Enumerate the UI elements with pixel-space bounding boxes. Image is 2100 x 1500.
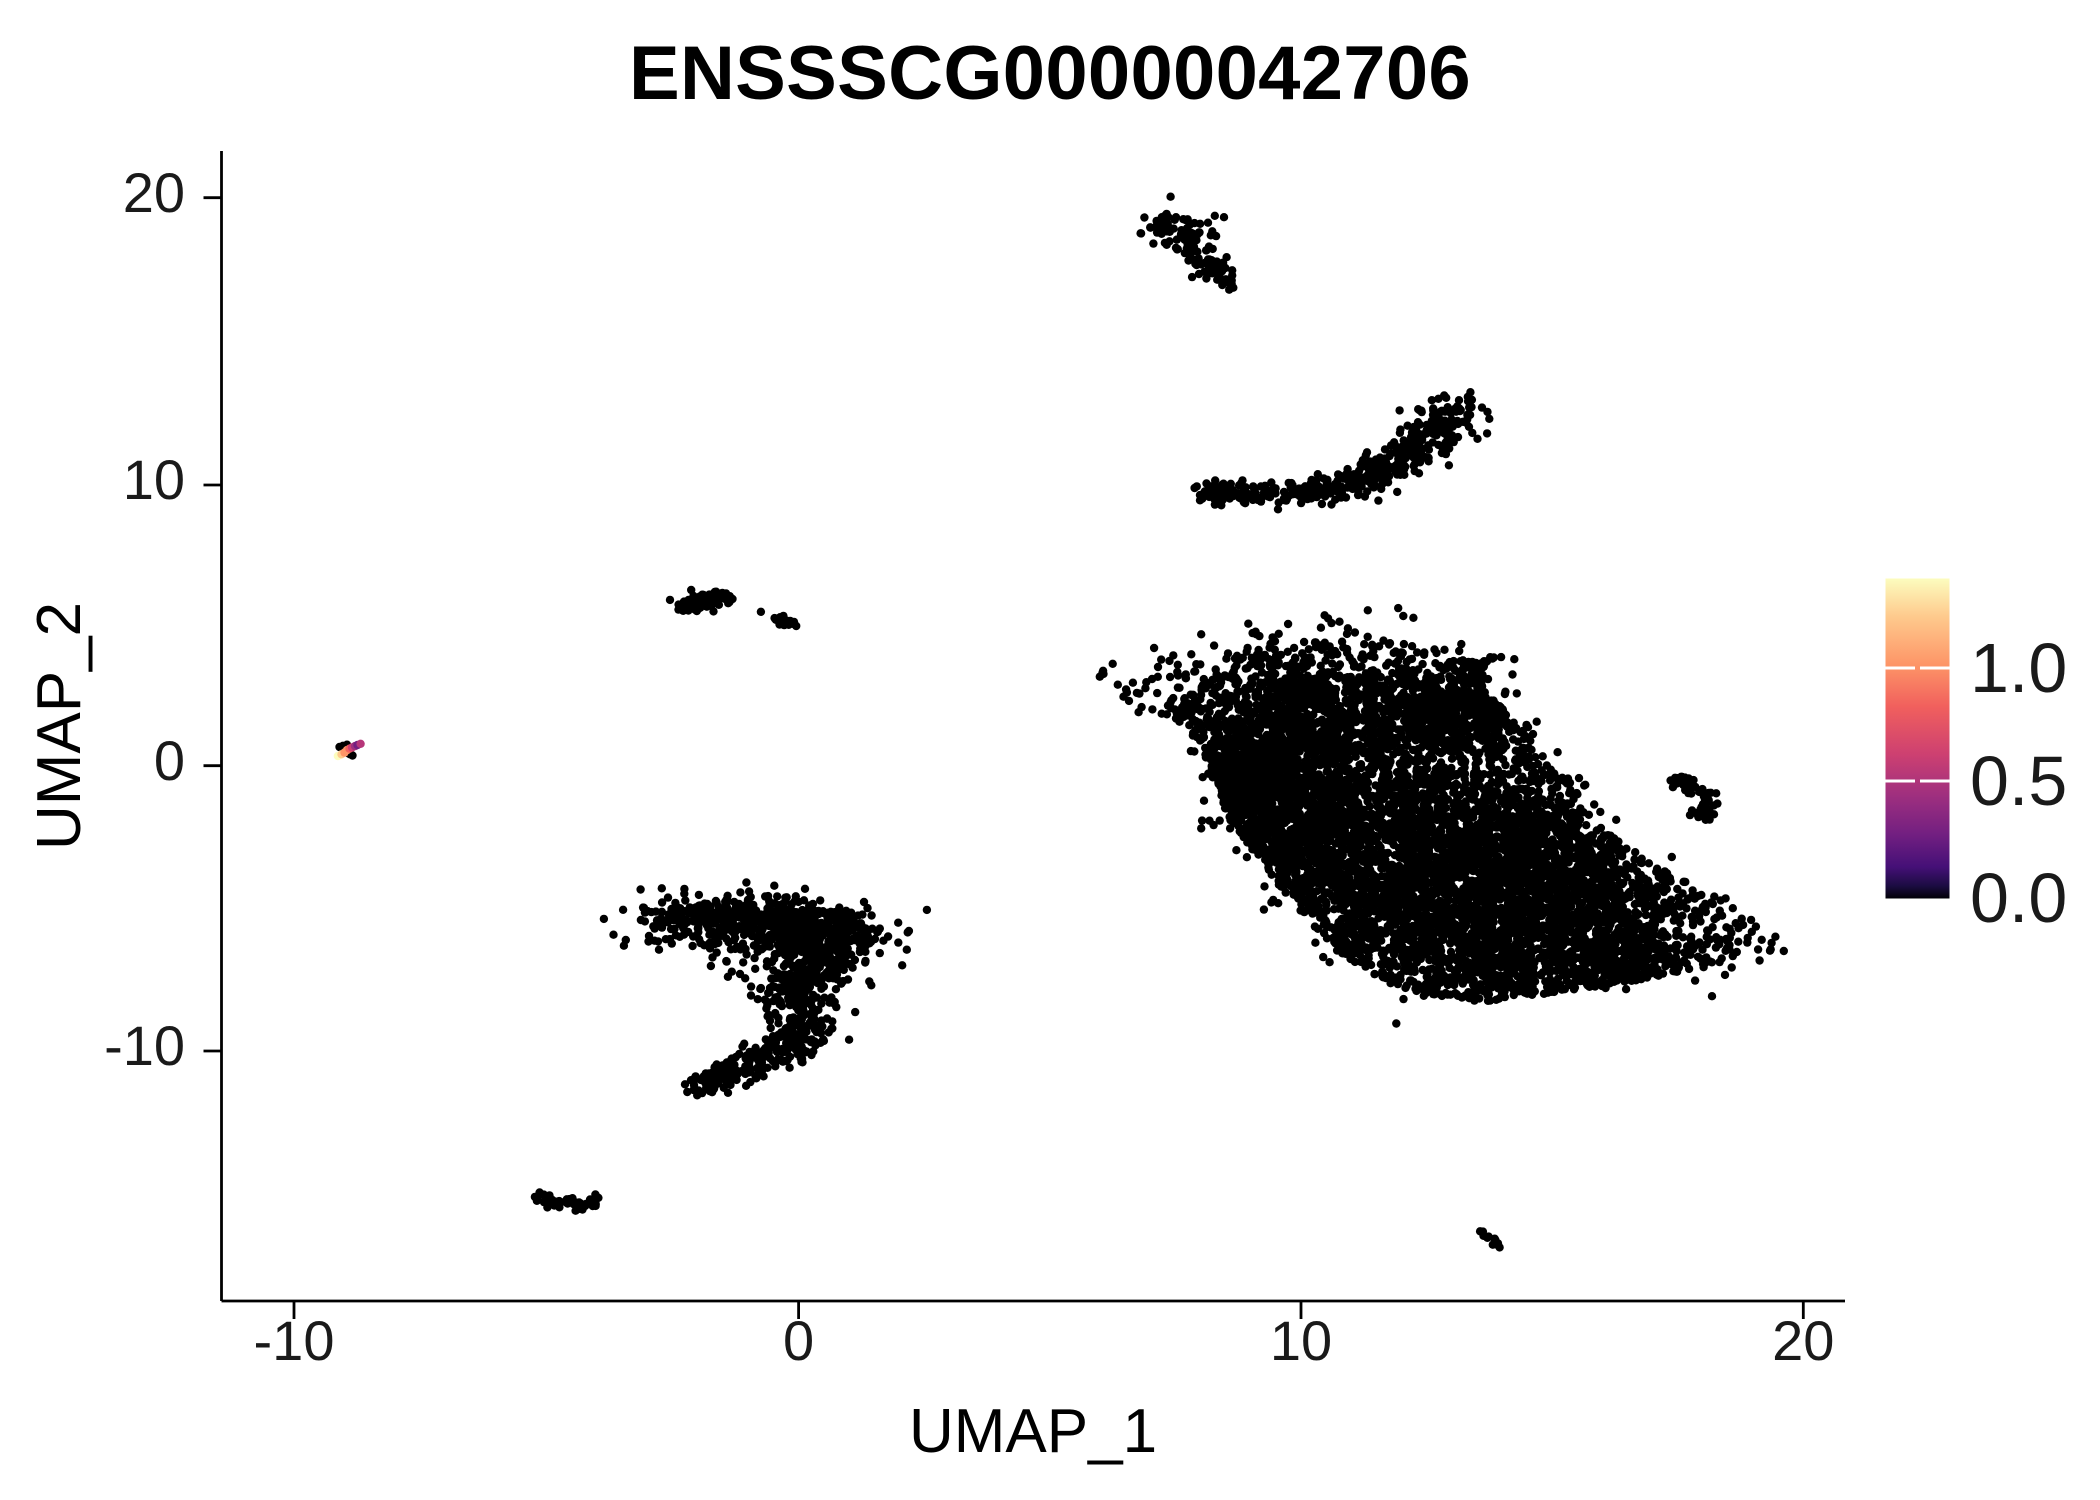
svg-text:10: 10 [123,448,185,511]
svg-text:0: 0 [783,1309,814,1372]
svg-text:20: 20 [123,161,185,224]
svg-text:1.0: 1.0 [1970,629,2067,707]
svg-text:UMAP_1: UMAP_1 [909,1397,1157,1466]
svg-text:-10: -10 [254,1309,335,1372]
svg-text:0.0: 0.0 [1970,859,2067,937]
svg-text:0: 0 [154,729,185,792]
svg-text:10: 10 [1270,1309,1332,1372]
svg-text:UMAP_2: UMAP_2 [25,602,94,850]
svg-text:20: 20 [1772,1309,1834,1372]
svg-text:0.5: 0.5 [1970,742,2067,820]
svg-text:-10: -10 [104,1014,185,1077]
